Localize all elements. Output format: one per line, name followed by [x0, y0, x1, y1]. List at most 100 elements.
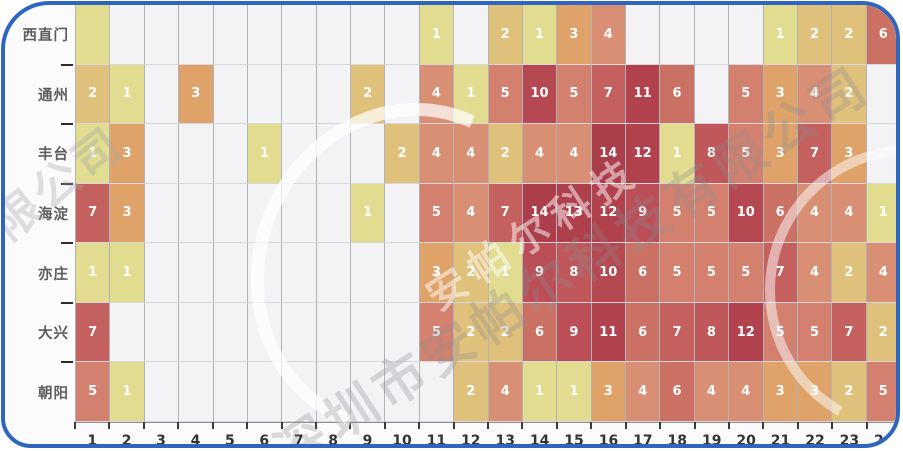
heatmap-cell: [213, 124, 248, 184]
heatmap-cell: 4: [626, 362, 661, 422]
x-axis-tick: [831, 422, 834, 429]
heatmap-cell: 1: [247, 124, 283, 184]
x-axis-label: 14: [529, 433, 550, 448]
heatmap-cell: 1: [351, 183, 386, 244]
heatmap-cell: 1: [454, 64, 489, 125]
heatmap-cell: 5: [866, 362, 896, 422]
heatmap-cell: [179, 302, 214, 363]
heatmap-cell: [144, 124, 180, 184]
heatmap-cell: [213, 64, 248, 125]
heatmap-cell: 10: [522, 64, 558, 125]
heatmap-cell: 3: [110, 183, 145, 244]
heatmap-cell: 5: [797, 302, 833, 363]
heatmap-cell: 5: [660, 243, 695, 303]
heatmap-cell: 10: [729, 183, 764, 244]
heatmap-cell: [247, 302, 283, 363]
heatmap-cell: [282, 5, 317, 65]
heatmap-cell: 1: [76, 243, 111, 303]
x-axis: 1 2 3 4 5 6 7 8 9 10 11 12 13 14 15 16 17 18 19 20 21 22 23 24: [75, 422, 896, 448]
heatmap-cell: 12: [729, 302, 764, 363]
heatmap-cell: [213, 183, 248, 244]
heatmap-cell: 12: [591, 183, 626, 244]
heatmap-cell: 2: [385, 124, 420, 184]
heatmap-cell: 3: [557, 5, 592, 65]
heatmap-cell: 3: [832, 124, 867, 184]
heatmap-cell: [213, 302, 248, 363]
x-axis-label: 8: [328, 433, 338, 448]
heatmap-cell: [282, 362, 317, 422]
heatmap-cell: 4: [866, 243, 896, 303]
heatmap-cell: 4: [454, 124, 489, 184]
heatmap-cell: 1: [488, 243, 523, 303]
heatmap-cell: [316, 124, 351, 184]
heatmap-cell: 1: [522, 362, 558, 422]
x-axis-label: 21: [770, 433, 791, 448]
heatmap-cell: 6: [522, 302, 558, 363]
heatmap-cell: 7: [832, 302, 867, 363]
heatmap-cell: [419, 362, 455, 422]
heatmap-cell: 12: [626, 124, 661, 184]
x-axis-label: 2: [121, 433, 132, 448]
heatmap-cell: 9: [522, 243, 558, 303]
heatmap-cell: 4: [832, 183, 867, 244]
x-axis-tick: [314, 422, 317, 429]
heatmap-cell: [179, 5, 214, 65]
heatmap-cell: 9: [626, 183, 661, 244]
heatmap-cell: 2: [454, 243, 489, 303]
heatmap-cell: 4: [797, 243, 833, 303]
x-axis-label: 10: [392, 433, 412, 448]
y-axis-tick: [61, 64, 73, 66]
heatmap-cell: [179, 124, 214, 184]
x-axis-tick: [693, 422, 696, 429]
x-axis-label: 9: [362, 433, 373, 448]
heatmap-cell: [385, 5, 420, 65]
heatmap-cell: 1: [110, 362, 145, 422]
heatmap-cell: 4: [454, 183, 489, 244]
heatmap-cell: [694, 5, 730, 65]
heatmap-cell: [660, 5, 695, 65]
heatmap-cell: 8: [694, 302, 730, 363]
heatmap-cell: 3: [763, 362, 798, 422]
heatmap-cell: 11: [626, 64, 661, 125]
x-axis-label: 5: [224, 433, 235, 448]
heatmap-cell: [351, 302, 386, 363]
x-axis-tick: [452, 422, 455, 429]
heatmap-cell: [179, 362, 214, 422]
x-axis-label: 11: [426, 433, 447, 448]
heatmap-cell: [385, 64, 420, 125]
x-axis-label: 15: [564, 433, 584, 448]
x-axis-label: 12: [461, 433, 481, 448]
heatmap-cell: 4: [591, 5, 626, 65]
y-axis-label: 丰台: [38, 147, 69, 164]
x-axis-tick: [108, 422, 111, 429]
heatmap-cell: [385, 362, 420, 422]
x-axis-label: 19: [701, 433, 722, 448]
x-axis-tick: [659, 422, 662, 429]
heatmap-cell: 2: [832, 243, 867, 303]
x-axis-tick: [142, 422, 145, 429]
heatmap-cell: 3: [763, 64, 798, 125]
heatmap-cell: 1: [522, 5, 558, 65]
heatmap-cell: 4: [522, 124, 558, 184]
heatmap-cell: [694, 64, 730, 125]
y-axis-label: 朝阳: [38, 385, 69, 402]
heatmap-cell: [282, 124, 317, 184]
heatmap-cell: 4: [797, 183, 833, 244]
heatmap-cell: 2: [351, 64, 386, 125]
x-axis-tick: [246, 422, 249, 429]
heatmap-cell: 9: [557, 302, 592, 363]
y-axis-label: 通州: [38, 87, 69, 104]
heatmap-cell: [247, 362, 283, 422]
heatmap-cell: 6: [866, 5, 896, 65]
heatmap-cell: 5: [729, 64, 764, 125]
heatmap-cell: 8: [694, 124, 730, 184]
heatmap-cell: 13: [557, 183, 592, 244]
heatmap-cell: 5: [488, 64, 523, 125]
x-axis-tick: [280, 422, 283, 429]
heatmap-cell: 3: [763, 124, 798, 184]
heatmap-cell: 7: [76, 183, 111, 244]
heatmap-cell: 6: [660, 64, 695, 125]
heatmap-cell: 6: [660, 362, 695, 422]
heatmap-cell: 2: [454, 362, 489, 422]
